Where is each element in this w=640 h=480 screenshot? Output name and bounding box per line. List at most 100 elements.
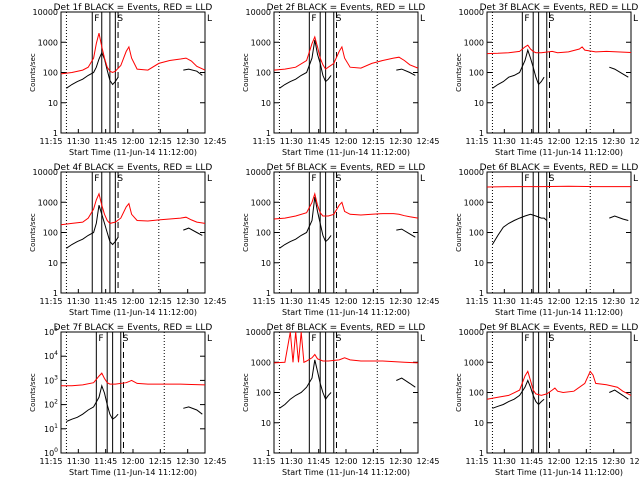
y-tick-label: 1 xyxy=(479,129,484,138)
panel-det-1: Det 1f BLACK = Events, RED = LLD 1 10 100 10… xyxy=(29,3,227,157)
y-tick-label: 104 xyxy=(44,350,58,361)
x-tick-label: 11:45 xyxy=(520,297,543,306)
marker-letter-s: S xyxy=(117,174,123,184)
y-axis-label: Counts/sec xyxy=(455,53,463,92)
x-tick-label: 11:15 xyxy=(465,137,488,146)
y-tick-label: 10000 xyxy=(459,8,484,17)
marker-letter-f: F xyxy=(94,14,99,24)
x-tick-label: 11:45 xyxy=(307,297,330,306)
x-tick-label: 11:30 xyxy=(67,457,90,466)
series-black-line xyxy=(491,213,629,245)
x-tick-label: 11:30 xyxy=(280,297,303,306)
marker-letter-f: F xyxy=(524,334,529,344)
x-tick-label: 11:30 xyxy=(280,457,303,466)
y-axis-label: Counts/sec xyxy=(29,373,37,412)
series-black-line xyxy=(279,196,416,249)
x-axis-label: Start Time (11-Jun-14 11:12:00) xyxy=(495,308,623,317)
marker-letter-f: F xyxy=(524,174,529,184)
x-tick-label: 12:45 xyxy=(416,137,439,146)
x-axis-label: Start Time (11-Jun-14 11:12:00) xyxy=(282,148,410,157)
panel-det-5: Det 5f BLACK = Events, RED = LLD 1 10 100 10… xyxy=(242,163,440,317)
x-tick-label: 11:45 xyxy=(94,137,117,146)
y-tick-label: 1000 xyxy=(464,358,484,367)
y-tick-label: 10 xyxy=(474,419,484,428)
chart-title: Det 2f BLACK = Events, RED = LLD xyxy=(267,3,426,13)
marker-letter-l: L xyxy=(633,14,638,24)
marker-letter-s: S xyxy=(336,334,342,344)
y-axis-label: Counts/sec xyxy=(29,213,37,252)
x-tick-label: 11:15 xyxy=(252,297,275,306)
chart-title: Det 3f BLACK = Events, RED = LLD xyxy=(480,3,639,13)
y-tick-label: 100 xyxy=(43,229,58,238)
panel-det-6: Det 6f BLACK = Events, RED = LLD 1 10 100 10… xyxy=(455,163,640,317)
series-red-line xyxy=(486,370,632,400)
y-tick-label: 103 xyxy=(44,374,58,385)
plot-frame xyxy=(60,171,206,294)
y-tick-label: 10 xyxy=(48,259,58,268)
series-black-line xyxy=(66,384,203,422)
y-tick-label: 100 xyxy=(256,69,271,78)
x-tick-label: 11:15 xyxy=(465,457,488,466)
y-tick-label: 1000 xyxy=(251,198,271,207)
y-tick-label: 1000 xyxy=(464,198,484,207)
chart-title: Det 8f BLACK = Events, RED = LLD xyxy=(267,323,426,333)
y-tick-label: 100 xyxy=(469,229,484,238)
x-axis-label: Start Time (11-Jun-14 11:12:00) xyxy=(495,148,623,157)
series-black-line xyxy=(492,379,629,409)
marker-letter-f: F xyxy=(311,14,316,24)
chart-title: Det 4f BLACK = Events, RED = LLD xyxy=(54,163,213,173)
y-tick-label: 1 xyxy=(53,129,58,138)
marker-letter-s: S xyxy=(117,14,123,24)
marker-letter-s: S xyxy=(336,14,342,24)
marker-letter-s: S xyxy=(123,334,129,344)
x-tick-label: 12:15 xyxy=(575,137,598,146)
marker-letter-l: L xyxy=(420,334,425,344)
x-tick-label: 12:15 xyxy=(575,297,598,306)
y-tick-label: 1000 xyxy=(251,38,271,47)
x-tick-label: 11:30 xyxy=(493,297,516,306)
marker-letter-f: F xyxy=(98,334,103,344)
x-tick-label: 12:45 xyxy=(629,297,640,306)
panel-det-8: Det 8f BLACK = Events, RED = LLD 1 10 100 10… xyxy=(242,323,440,477)
y-axis-label: Counts/sec xyxy=(242,53,250,92)
marker-letter-f: F xyxy=(311,174,316,184)
chart-title: Det 9f BLACK = Events, RED = LLD xyxy=(480,323,639,333)
x-tick-label: 11:15 xyxy=(465,297,488,306)
y-tick-label: 10 xyxy=(474,259,484,268)
y-tick-label: 100 xyxy=(469,389,484,398)
x-tick-label: 12:30 xyxy=(176,297,199,306)
chart-title: Det 1f BLACK = Events, RED = LLD xyxy=(54,3,213,13)
marker-letter-s: S xyxy=(549,14,555,24)
x-tick-label: 12:30 xyxy=(602,457,625,466)
y-tick-label: 100 xyxy=(256,389,271,398)
x-tick-label: 12:00 xyxy=(334,137,357,146)
marker-letter-l: L xyxy=(420,174,425,184)
y-tick-label: 1 xyxy=(266,289,271,298)
chart-title: Det 6f BLACK = Events, RED = LLD xyxy=(480,163,639,173)
chart-title: Det 7f BLACK = Events, RED = LLD xyxy=(54,323,213,333)
x-tick-label: 12:00 xyxy=(334,457,357,466)
marker-letter-s: S xyxy=(336,174,342,184)
x-axis-label: Start Time (11-Jun-14 11:12:00) xyxy=(282,468,410,477)
y-tick-label: 1000 xyxy=(464,38,484,47)
y-tick-label: 10000 xyxy=(459,328,484,337)
y-axis-label: Counts/sec xyxy=(29,53,37,92)
y-tick-label: 10 xyxy=(261,419,271,428)
x-tick-label: 11:45 xyxy=(307,137,330,146)
y-tick-label: 100 xyxy=(256,229,271,238)
y-tick-label: 10000 xyxy=(246,328,271,337)
x-tick-label: 12:15 xyxy=(362,457,385,466)
x-tick-label: 12:15 xyxy=(149,297,172,306)
x-tick-label: 12:30 xyxy=(176,137,199,146)
x-tick-label: 12:30 xyxy=(389,457,412,466)
x-tick-label: 12:45 xyxy=(203,137,226,146)
x-tick-label: 12:15 xyxy=(149,457,172,466)
x-tick-label: 12:45 xyxy=(416,297,439,306)
x-tick-label: 11:15 xyxy=(252,137,275,146)
y-tick-label: 101 xyxy=(44,423,58,434)
marker-letter-l: L xyxy=(633,174,638,184)
series-black-line xyxy=(66,51,203,89)
y-tick-label: 100 xyxy=(44,447,58,458)
series-red-line xyxy=(486,44,632,55)
x-tick-label: 11:30 xyxy=(493,457,516,466)
